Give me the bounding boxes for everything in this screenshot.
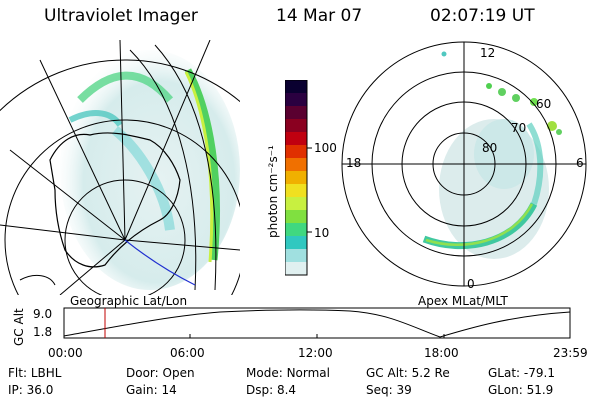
colorbar xyxy=(285,80,312,276)
graticule-meridian xyxy=(39,59,126,241)
geographic-caption: Geographic Lat/Lon xyxy=(70,294,188,308)
mlt-label-18: 18 xyxy=(346,156,362,170)
colorbar-segment xyxy=(285,236,307,250)
aurora-band-top xyxy=(77,71,174,103)
time-label: 02:07:19 UT xyxy=(430,6,535,26)
geographic-map xyxy=(0,40,240,295)
colorbar-segment xyxy=(285,197,307,211)
xtick-0600: 06:00 xyxy=(170,346,205,360)
terminator-line xyxy=(124,239,196,286)
mlt-label-0: 0 xyxy=(467,277,475,291)
apex-polar-map xyxy=(341,41,587,287)
xtick-2359: 23:59 xyxy=(553,346,588,360)
colorbar-segment xyxy=(285,145,307,159)
mlat-label-60: 60 xyxy=(536,97,552,111)
colorbar-segment xyxy=(285,184,307,198)
graticule-circle xyxy=(64,179,186,295)
status-glon: GLon: 51.9 xyxy=(488,383,554,397)
xtick-1200: 12:00 xyxy=(298,346,333,360)
altitude-curve xyxy=(63,309,571,338)
status-dsp: Dsp: 8.4 xyxy=(246,383,297,397)
altitude-ytick-bottom: 1.8 xyxy=(33,325,53,339)
date-label: 14 Mar 07 xyxy=(276,6,363,26)
colorbar-segment xyxy=(285,80,307,94)
mlat-label-70: 70 xyxy=(511,121,527,135)
xtick-0000: 00:00 xyxy=(48,346,83,360)
status-gc-alt: GC Alt: 5.2 Re xyxy=(366,366,450,380)
status-seq: Seq: 39 xyxy=(366,383,412,397)
colorbar-segment xyxy=(285,210,307,224)
colorbar-segment xyxy=(285,262,307,276)
colorbar-segment xyxy=(285,223,307,237)
colorbar-tick-100: 100 xyxy=(314,141,337,155)
colorbar-segment xyxy=(285,249,307,263)
aurora-spot xyxy=(486,83,492,89)
mlt-label-6: 6 xyxy=(576,156,584,170)
altitude-ytick-top: 9.0 xyxy=(33,307,53,321)
status-flt: Flt: LBHL xyxy=(8,366,62,380)
status-glat: GLat: -79.1 xyxy=(488,366,555,380)
colorbar-segment xyxy=(285,119,307,133)
colorbar-segment xyxy=(285,132,307,146)
colorbar-segment xyxy=(285,171,307,185)
apex-caption: Apex MLat/MLT xyxy=(418,294,508,308)
colorbar-label: photon cm⁻²s⁻¹ xyxy=(266,145,280,238)
xtick-1800: 18:00 xyxy=(424,346,459,360)
status-ip: IP: 36.0 xyxy=(8,383,54,397)
instrument-title: Ultraviolet Imager xyxy=(44,6,198,26)
colorbar-segment xyxy=(285,106,307,120)
altitude-ylabel: GC Alt xyxy=(12,308,26,346)
mlat-label-80: 80 xyxy=(482,141,498,155)
mlt-label-12: 12 xyxy=(480,46,496,60)
colorbar-segment xyxy=(285,158,307,172)
status-mode: Mode: Normal xyxy=(246,366,330,380)
altitude-plot xyxy=(63,307,571,339)
status-gain: Gain: 14 xyxy=(126,383,177,397)
coastline xyxy=(49,132,181,268)
colorbar-segment xyxy=(285,93,307,107)
colorbar-tick-10: 10 xyxy=(314,226,330,240)
status-door: Door: Open xyxy=(126,366,195,380)
